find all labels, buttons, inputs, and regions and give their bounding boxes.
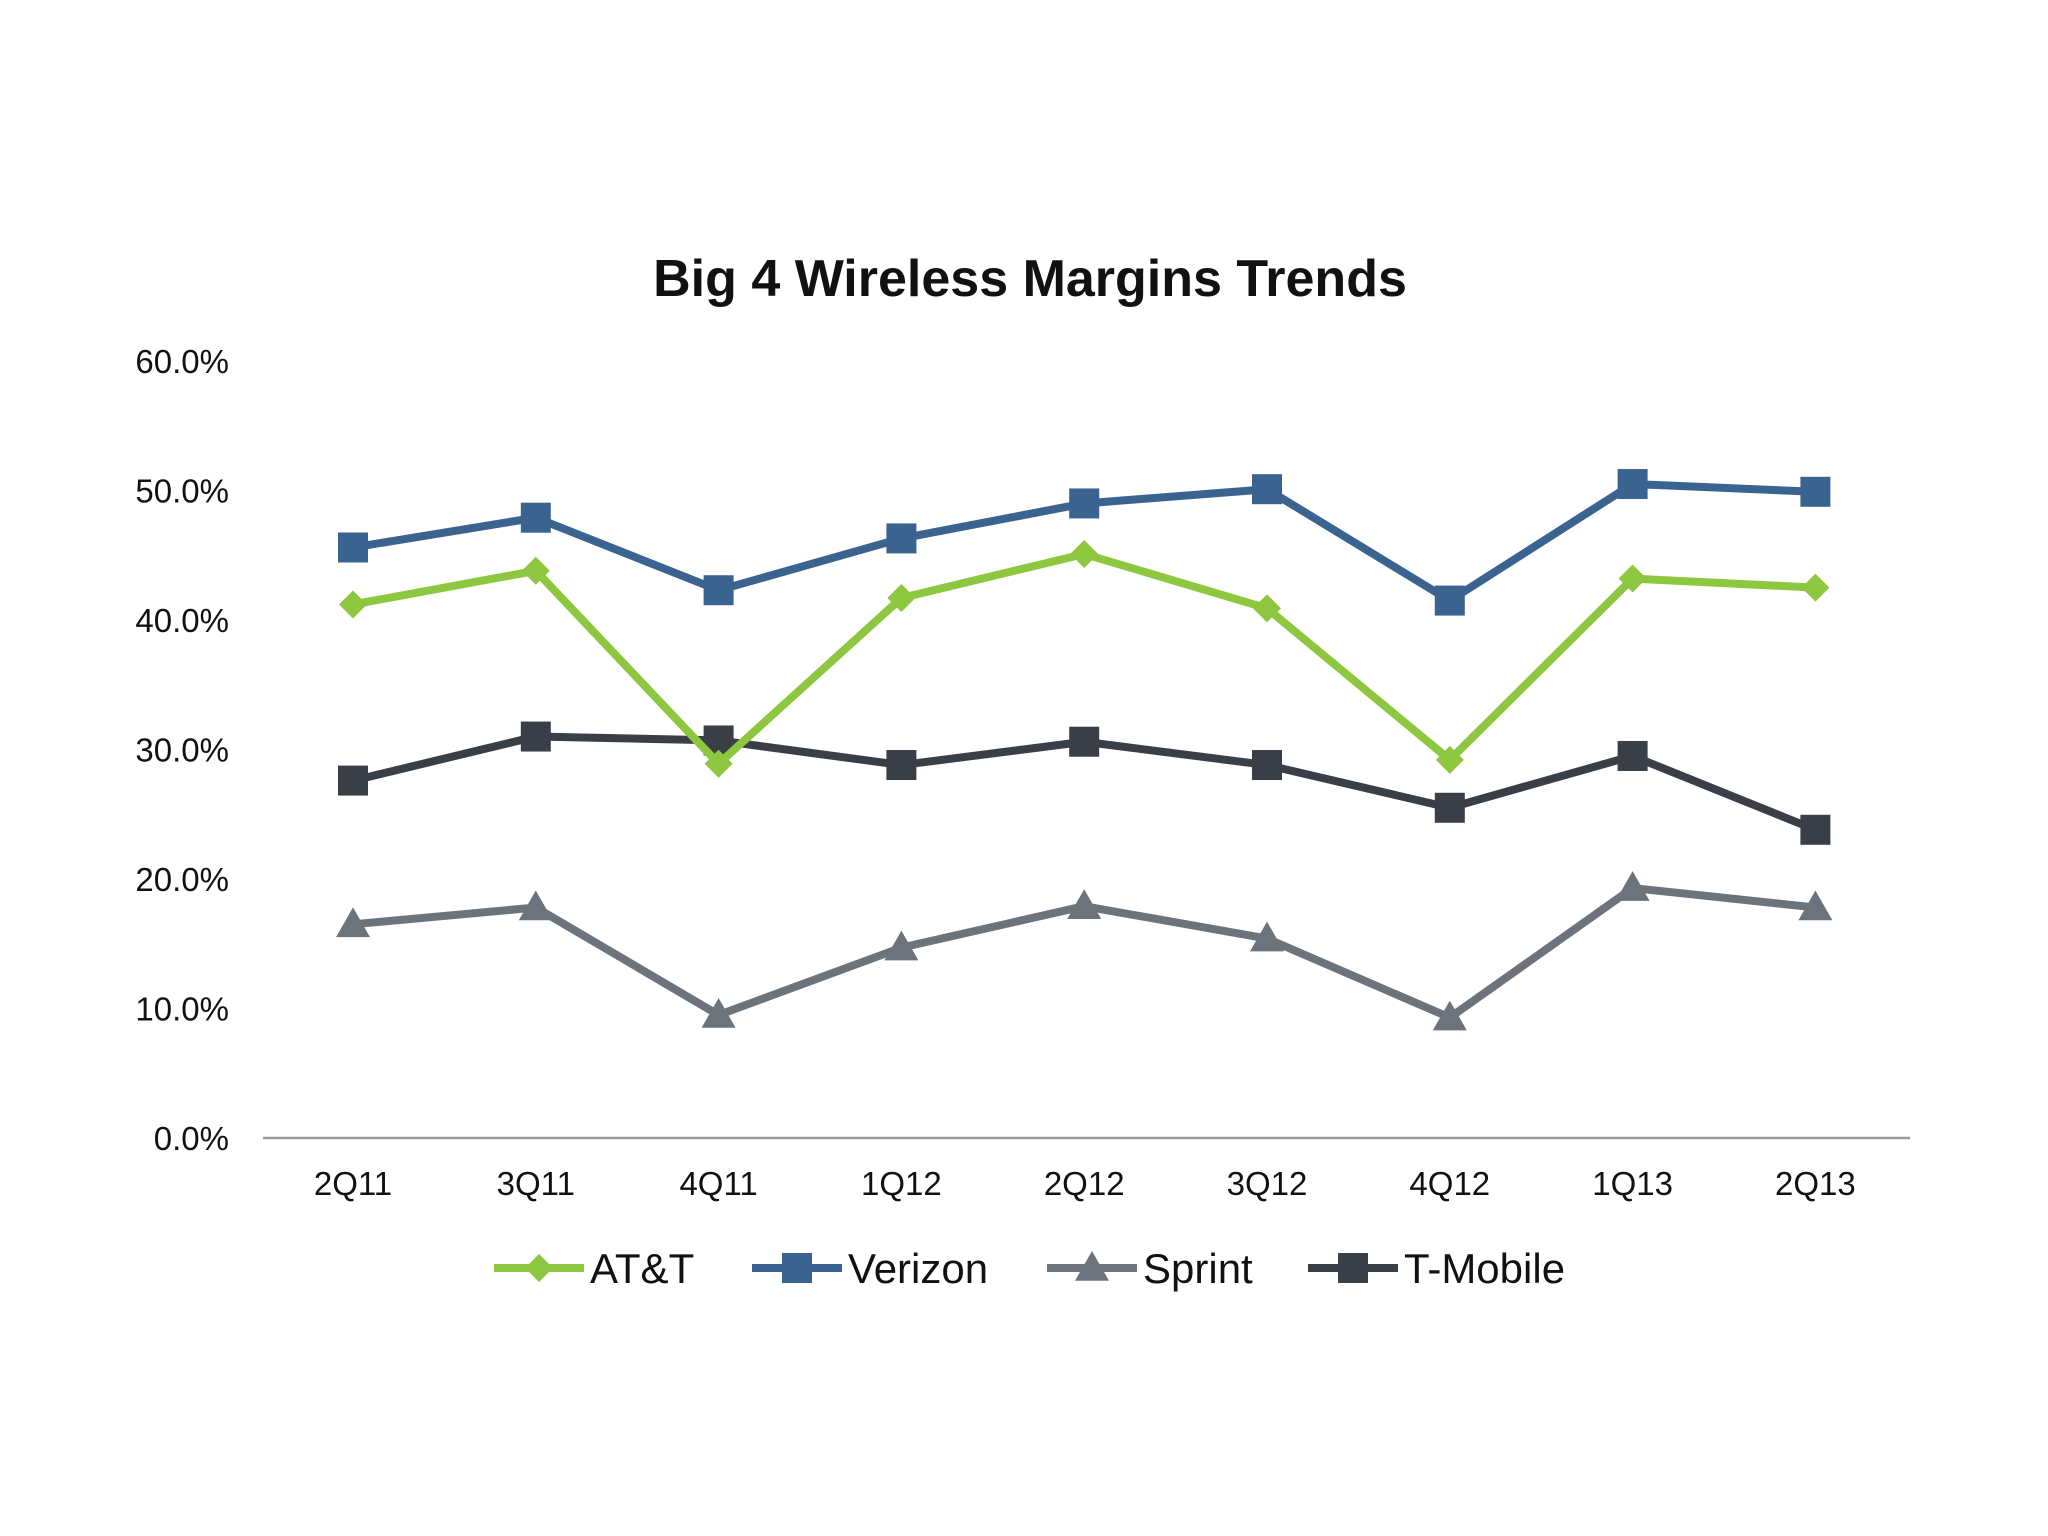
data-point-sprint <box>518 890 553 921</box>
legend-label: Sprint <box>1143 1245 1253 1292</box>
data-point-t-mobile <box>1617 740 1648 771</box>
data-point-verizon <box>1617 469 1648 500</box>
y-axis-ticks: 0.0% 10.0% 20.0% 30.0% 40.0% 50.0% 60.0% <box>135 343 229 1157</box>
data-point-sprint <box>1615 871 1650 901</box>
x-tick-label: 3Q12 <box>1227 1165 1308 1202</box>
data-point-at-t <box>339 590 367 619</box>
data-point-t-mobile <box>1252 750 1282 781</box>
y-tick-label: 50.0% <box>135 473 229 510</box>
data-point-t-mobile <box>1800 814 1831 845</box>
data-point-t-mobile <box>520 721 551 752</box>
legend-label: AT&T <box>590 1245 694 1292</box>
legend-marker <box>1338 1253 1368 1283</box>
data-point-verizon <box>703 575 734 606</box>
chart-title: Big 4 Wireless Margins Trends <box>653 250 1407 308</box>
y-tick-label: 0.0% <box>154 1120 229 1157</box>
data-point-at-t <box>521 556 550 585</box>
data-point-sprint <box>701 997 736 1028</box>
legend-item-at-t: AT&T <box>494 1245 694 1292</box>
data-point-sprint <box>884 930 919 961</box>
data-point-t-mobile <box>338 765 368 796</box>
x-tick-label: 2Q13 <box>1775 1165 1856 1202</box>
y-tick-label: 20.0% <box>135 861 229 898</box>
series-at-t <box>339 539 1830 778</box>
data-point-at-t <box>1435 745 1464 774</box>
x-tick-label: 2Q12 <box>1044 1165 1125 1202</box>
data-point-verizon <box>520 502 551 533</box>
data-point-sprint <box>1798 890 1833 921</box>
series-layer <box>336 469 1833 1031</box>
data-point-sprint <box>336 907 370 938</box>
x-tick-label: 1Q13 <box>1592 1165 1673 1202</box>
legend-item-t-mobile: T-Mobile <box>1308 1245 1565 1292</box>
x-tick-label: 4Q11 <box>679 1165 757 1202</box>
legend-label: T-Mobile <box>1404 1245 1565 1292</box>
legend-item-sprint: Sprint <box>1047 1245 1253 1292</box>
data-point-at-t <box>1070 539 1099 568</box>
x-tick-label: 2Q11 <box>314 1165 392 1202</box>
legend-item-verizon: Verizon <box>752 1245 988 1292</box>
x-tick-label: 3Q11 <box>497 1165 575 1202</box>
legend-label: Verizon <box>848 1245 988 1292</box>
legend: AT&T Verizon Sprint T-Mobile <box>494 1245 1565 1292</box>
data-point-at-t <box>1801 573 1830 602</box>
y-tick-label: 60.0% <box>135 343 229 380</box>
x-axis-ticks: 2Q11 3Q11 4Q11 1Q12 2Q12 3Q12 4Q12 1Q13 2Q13 <box>314 1165 1856 1202</box>
data-point-verizon <box>1434 585 1465 616</box>
data-point-t-mobile <box>1434 792 1465 823</box>
series-t-mobile <box>338 721 1831 845</box>
data-point-sprint <box>1250 921 1284 952</box>
data-point-at-t <box>704 749 733 778</box>
data-point-sprint <box>1067 889 1102 919</box>
legend-marker <box>1075 1251 1109 1281</box>
series-verizon <box>338 469 1831 616</box>
y-tick-label: 10.0% <box>135 991 229 1028</box>
data-point-verizon <box>1069 488 1100 519</box>
data-point-at-t <box>887 583 916 612</box>
x-tick-label: 4Q12 <box>1409 1165 1490 1202</box>
data-point-verizon <box>338 532 368 563</box>
data-point-verizon <box>1800 476 1831 507</box>
legend-marker <box>525 1254 553 1282</box>
data-point-t-mobile <box>1069 726 1100 757</box>
data-point-sprint <box>1432 1000 1467 1031</box>
series-sprint <box>336 871 1833 1031</box>
data-point-at-t <box>1253 594 1281 623</box>
data-point-verizon <box>886 523 917 554</box>
x-tick-label: 1Q12 <box>861 1165 942 1202</box>
data-point-t-mobile <box>886 750 917 781</box>
legend-marker <box>782 1253 812 1283</box>
data-point-at-t <box>1618 564 1647 593</box>
data-point-verizon <box>1252 474 1282 505</box>
y-tick-label: 40.0% <box>135 602 229 639</box>
y-tick-label: 30.0% <box>135 732 229 769</box>
